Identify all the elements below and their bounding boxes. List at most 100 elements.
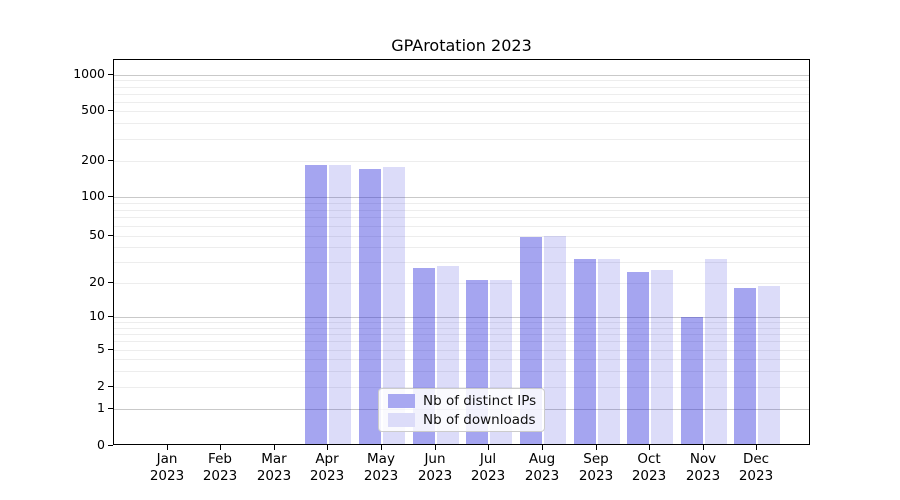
y-gridline-minor bbox=[114, 283, 809, 284]
bar-distinct-ips-oct-2023 bbox=[627, 272, 649, 444]
y-gridline-minor bbox=[114, 359, 809, 360]
y-gridline-minor bbox=[114, 217, 809, 218]
y-tick-label: 50 bbox=[89, 227, 105, 242]
bar-downloads-nov-2023 bbox=[705, 259, 727, 444]
y-tick-mark bbox=[108, 349, 113, 350]
x-tick-label-line: Feb bbox=[208, 451, 232, 467]
y-tick-label: 1000 bbox=[73, 66, 105, 81]
bar-distinct-ips-may-2023 bbox=[359, 169, 381, 444]
bar-downloads-apr-2023 bbox=[329, 165, 351, 444]
x-tick-label: Nov 2023 bbox=[671, 451, 735, 485]
y-gridline-minor bbox=[114, 123, 809, 124]
x-tick-label-line: Dec bbox=[742, 451, 770, 467]
bar-downloads-sep-2023 bbox=[598, 259, 620, 444]
y-gridline-minor bbox=[114, 94, 809, 95]
x-tick-label-line: 2023 bbox=[417, 468, 453, 484]
y-gridline-minor bbox=[114, 102, 809, 103]
y-gridline-minor bbox=[114, 322, 809, 323]
y-tick-label: 0 bbox=[97, 437, 105, 452]
y-gridline-minor bbox=[114, 334, 809, 335]
x-tick-label-line: 2023 bbox=[524, 468, 560, 484]
y-gridline-minor bbox=[114, 139, 809, 140]
y-tick-mark bbox=[108, 445, 113, 446]
bar-distinct-ips-dec-2023 bbox=[734, 288, 756, 444]
x-tick-label-line: 2023 bbox=[738, 468, 774, 484]
y-gridline-major bbox=[114, 197, 809, 198]
x-tick-label: Aug 2023 bbox=[510, 451, 574, 485]
x-tick-label: Dec 2023 bbox=[724, 451, 788, 485]
bar-distinct-ips-apr-2023 bbox=[305, 165, 327, 444]
y-tick-mark bbox=[108, 196, 113, 197]
x-tick-label-line: 2023 bbox=[578, 468, 614, 484]
y-tick-label: 20 bbox=[89, 274, 105, 289]
y-gridline-minor bbox=[114, 371, 809, 372]
bar-distinct-ips-nov-2023 bbox=[681, 317, 703, 444]
y-tick-mark bbox=[108, 110, 113, 111]
x-tick-label-line: 2023 bbox=[631, 468, 667, 484]
x-tick-mark bbox=[703, 445, 704, 450]
x-tick-label: Jan 2023 bbox=[135, 451, 199, 485]
x-tick-label-line: 2023 bbox=[470, 468, 506, 484]
y-gridline-major bbox=[114, 317, 809, 318]
y-tick-label: 2 bbox=[97, 378, 105, 393]
x-tick-label-line: 2023 bbox=[685, 468, 721, 484]
x-tick-label: Oct 2023 bbox=[617, 451, 681, 485]
x-tick-label-line: Nov bbox=[689, 451, 717, 467]
y-tick-label: 1 bbox=[97, 400, 105, 415]
y-gridline-minor bbox=[114, 226, 809, 227]
y-gridline-minor bbox=[114, 387, 809, 388]
x-tick-label-line: Jul bbox=[479, 451, 497, 467]
chart-title: GPArotation 2023 bbox=[391, 36, 532, 55]
x-tick-mark bbox=[649, 445, 650, 450]
x-tick-label-line: 2023 bbox=[256, 468, 292, 484]
x-tick-mark bbox=[596, 445, 597, 450]
x-tick-label-line: May bbox=[367, 451, 395, 467]
x-tick-mark bbox=[756, 445, 757, 450]
y-gridline-minor bbox=[114, 203, 809, 204]
x-tick-label-line: 2023 bbox=[202, 468, 238, 484]
x-tick-label: May 2023 bbox=[349, 451, 413, 485]
x-tick-label: Apr 2023 bbox=[295, 451, 359, 485]
y-gridline-minor bbox=[114, 87, 809, 88]
y-tick-label: 100 bbox=[81, 188, 105, 203]
x-tick-label: Jun 2023 bbox=[403, 451, 467, 485]
legend-item-downloads: Nb of downloads bbox=[388, 411, 536, 428]
y-tick-mark bbox=[108, 235, 113, 236]
x-tick-mark bbox=[488, 445, 489, 450]
y-gridline-major bbox=[114, 75, 809, 76]
x-tick-label-line: Oct bbox=[637, 451, 661, 467]
x-tick-label: Jul 2023 bbox=[456, 451, 520, 485]
y-tick-mark bbox=[108, 74, 113, 75]
y-gridline-minor bbox=[114, 236, 809, 237]
y-tick-mark bbox=[108, 316, 113, 317]
x-tick-label-line: 2023 bbox=[363, 468, 399, 484]
legend-label-distinct-ips: Nb of distinct IPs bbox=[423, 392, 537, 409]
y-tick-label: 500 bbox=[81, 102, 105, 117]
legend: Nb of distinct IPs Nb of downloads bbox=[378, 388, 545, 432]
bar-downloads-may-2023 bbox=[383, 167, 405, 444]
x-tick-label-line: Mar bbox=[261, 451, 287, 467]
y-tick-mark bbox=[108, 386, 113, 387]
legend-swatch-distinct-ips bbox=[388, 393, 415, 408]
y-gridline-minor bbox=[114, 341, 809, 342]
y-gridline-minor bbox=[114, 247, 809, 248]
y-gridline-minor bbox=[114, 210, 809, 211]
y-tick-label: 10 bbox=[89, 308, 105, 323]
y-gridline-minor bbox=[114, 328, 809, 329]
x-tick-label-line: 2023 bbox=[309, 468, 345, 484]
y-gridline-minor bbox=[114, 80, 809, 81]
y-gridline-minor bbox=[114, 262, 809, 263]
legend-label-downloads: Nb of downloads bbox=[423, 411, 536, 428]
x-tick-label-line: Apr bbox=[315, 451, 339, 467]
x-tick-label-line: Aug bbox=[528, 451, 556, 467]
y-tick-mark bbox=[108, 408, 113, 409]
x-tick-label-line: Jan bbox=[156, 451, 178, 467]
bar-downloads-aug-2023 bbox=[544, 236, 566, 444]
x-tick-label: Mar 2023 bbox=[242, 451, 306, 485]
legend-item-distinct-ips: Nb of distinct IPs bbox=[388, 392, 537, 409]
x-tick-label: Feb 2023 bbox=[188, 451, 252, 485]
bar-downloads-dec-2023 bbox=[758, 286, 780, 444]
x-tick-mark bbox=[381, 445, 382, 450]
x-tick-label-line: Jun bbox=[424, 451, 446, 467]
